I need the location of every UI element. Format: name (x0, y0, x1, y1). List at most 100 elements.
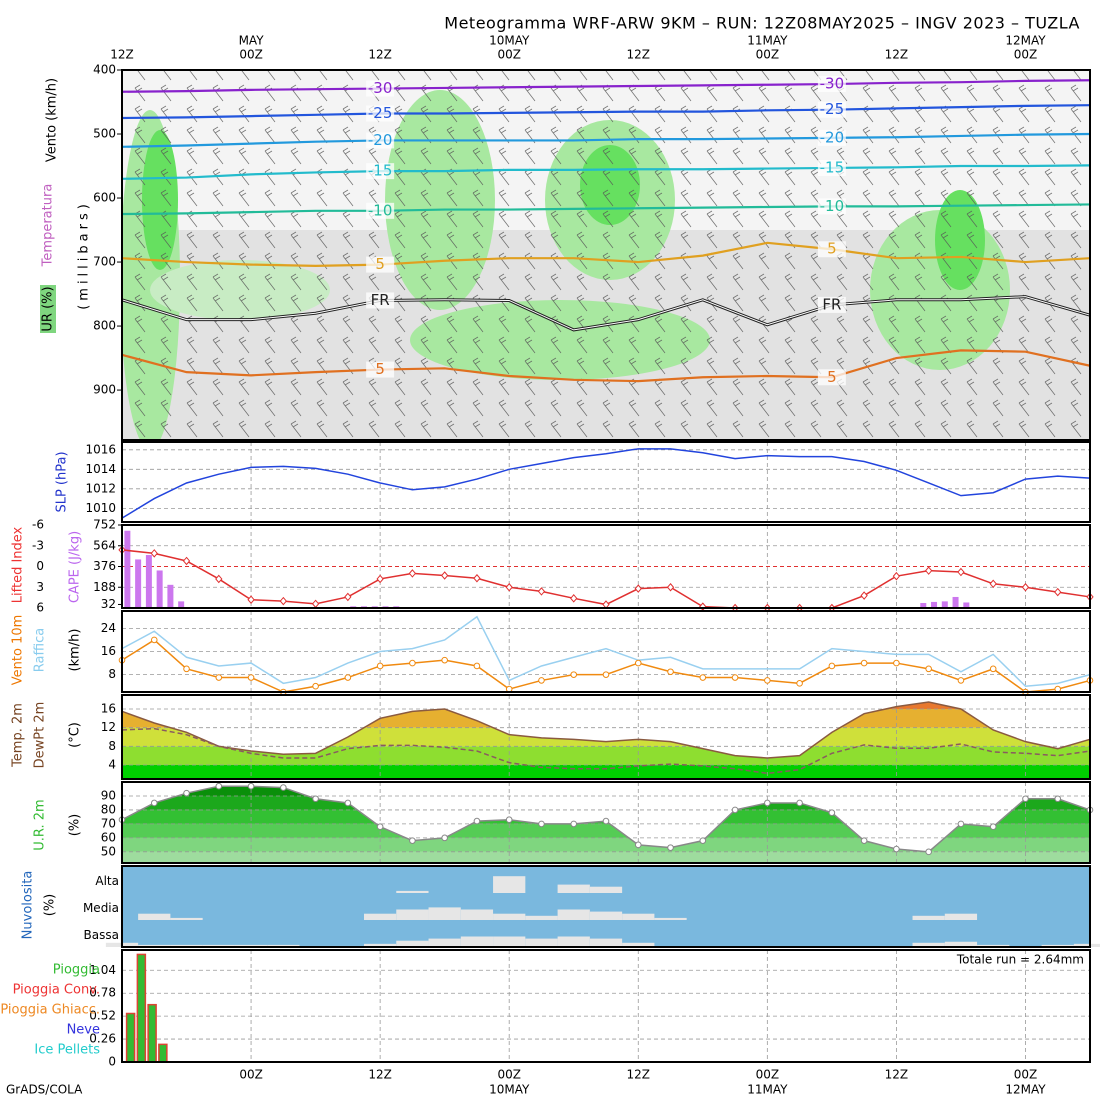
line-label: -10 (820, 197, 845, 215)
top-date-label: 10MAY (489, 34, 530, 48)
point-marker (150, 549, 158, 558)
point-marker (150, 636, 158, 644)
axis-label: (%) (68, 814, 83, 837)
series-line (121, 727, 1091, 775)
point-marker (989, 665, 997, 673)
point-marker (473, 573, 481, 583)
panel-background (122, 866, 1090, 947)
bar (941, 601, 948, 608)
line-label-bg (366, 292, 395, 309)
point-marker (344, 674, 352, 681)
y-tick-label: 0.78 (89, 986, 116, 1000)
point-marker (570, 671, 578, 678)
point-marker (570, 820, 578, 828)
point-marker (731, 674, 739, 681)
point-marker (344, 799, 352, 807)
axis-label: Lifted Index (11, 526, 26, 603)
top-time-label: 12Z (885, 48, 909, 62)
cloud-bar (364, 913, 397, 920)
point-marker (150, 799, 158, 807)
line-label: FR (371, 291, 390, 309)
point-marker (764, 799, 771, 807)
axis-label: (%) (43, 894, 58, 917)
bar (124, 530, 131, 608)
bar (952, 596, 959, 608)
legend-entry: Pioggia (53, 963, 100, 978)
axis-label: Vento (km/h) (45, 78, 60, 162)
line-label-bg (366, 202, 395, 219)
cloud-bar (912, 942, 945, 947)
point-marker (344, 592, 352, 602)
y-tick-label: 900 (93, 383, 116, 397)
point-marker (925, 665, 932, 673)
point-marker (731, 806, 739, 814)
y2-tick-label: 752 (93, 518, 116, 532)
color-band (122, 851, 1090, 863)
point-marker (215, 674, 223, 681)
bar (145, 555, 152, 608)
top-time-label: 00Z (497, 48, 521, 62)
point-marker (667, 844, 674, 851)
cloud-bar (589, 938, 623, 947)
y-tick-label: -3 (32, 538, 44, 552)
line-label-bg (366, 163, 395, 180)
axis-label: U.R. 2m (33, 799, 48, 850)
point-marker (634, 584, 642, 593)
bottom-time-label: 00Z (756, 1068, 780, 1082)
point-marker (247, 782, 255, 790)
y-tick-label: 70 (101, 816, 116, 830)
point-marker (408, 569, 417, 578)
point-marker (441, 656, 448, 664)
point-marker (892, 571, 901, 581)
top-time-label: 00Z (239, 48, 263, 62)
cloud-bar (170, 944, 203, 947)
color-band (122, 709, 1090, 728)
point-marker (537, 587, 546, 596)
panel-border (121, 610, 1091, 693)
y-tick-label: 16 (101, 644, 116, 658)
line-label-bg (366, 256, 395, 273)
series-line (121, 638, 1091, 693)
bar (931, 601, 938, 608)
title: Meteogramma WRF-ARW 9KM – RUN: 12Z08MAY2… (444, 14, 1080, 33)
bottom-time-label: 00Z (1014, 1068, 1038, 1082)
y2-tick-label: 376 (93, 559, 116, 573)
cloud-bar (396, 890, 429, 893)
point-marker (538, 820, 545, 828)
bar (167, 584, 174, 608)
point-marker (215, 574, 223, 584)
point-marker (634, 659, 642, 667)
line-label: 5 (827, 240, 837, 258)
axis-label: Nuvolosita (21, 871, 36, 940)
y-tick-label: 1016 (85, 442, 116, 456)
cloud-bar (1041, 944, 1074, 947)
y2-tick-label: 564 (93, 538, 116, 552)
point-marker (409, 837, 416, 844)
legend-entry: Pioggia Ghiacc. (0, 1003, 100, 1018)
cloud-bar (912, 915, 945, 920)
cloud-bar (428, 938, 461, 947)
y-tick-label: 600 (93, 191, 116, 205)
layer-label: Media (83, 901, 119, 915)
y-tick-label: 12 (101, 720, 116, 734)
line-label-bg (817, 241, 846, 258)
bar (158, 1043, 168, 1063)
point-marker (602, 671, 610, 678)
cloud-bar (977, 944, 1010, 947)
y-tick-label: 50 (101, 844, 116, 858)
footer: GrADS/COLA (6, 1083, 83, 1097)
bottom-time-label: 12Z (368, 1068, 392, 1082)
line-label-bg (366, 132, 395, 149)
cloud-bar (525, 938, 558, 947)
series-line (121, 349, 1091, 383)
point-marker (667, 668, 674, 676)
y-tick-label: 6 (36, 601, 44, 615)
line-label: -25 (368, 104, 393, 122)
point-marker (376, 823, 384, 830)
color-band (122, 786, 1090, 796)
series-line (121, 203, 1091, 216)
humidity-shading (122, 70, 1090, 440)
top-date-label: 11MAY (747, 34, 788, 48)
point-marker (860, 659, 868, 667)
top-time-label: 12Z (368, 48, 392, 62)
